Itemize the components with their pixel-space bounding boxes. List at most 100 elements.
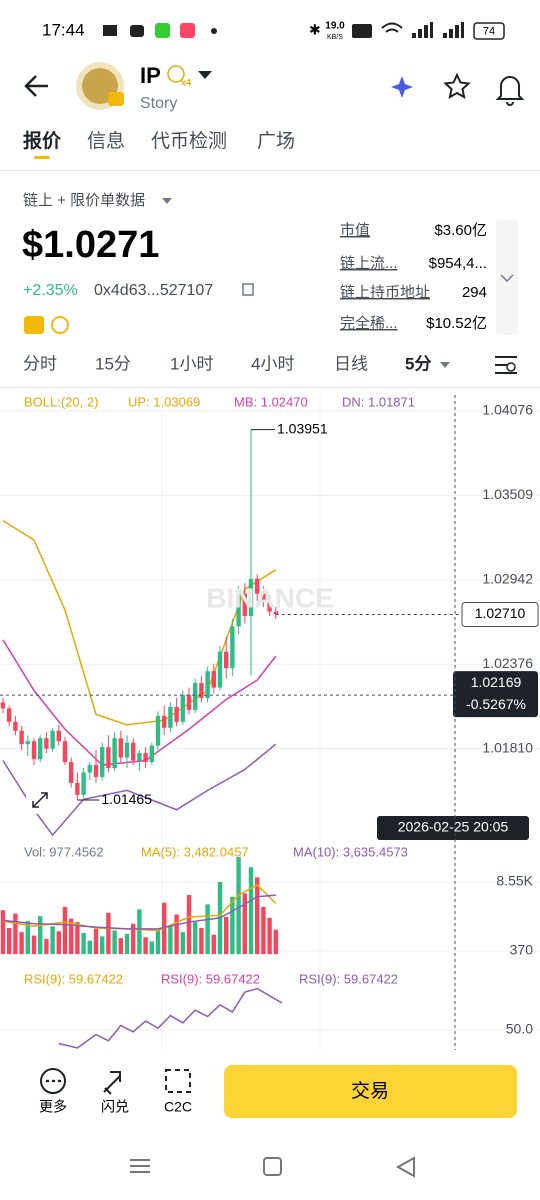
candle-body bbox=[56, 730, 61, 742]
candle-body bbox=[168, 706, 173, 728]
nav-label[interactable]: C2C bbox=[164, 1099, 192, 1115]
ai-button[interactable] bbox=[391, 76, 413, 98]
wifi-icon bbox=[381, 22, 403, 33]
tab[interactable]: 信息 bbox=[87, 130, 125, 152]
candle-body bbox=[106, 747, 111, 769]
interval[interactable]: 4小时 bbox=[251, 354, 294, 373]
candle-body bbox=[124, 742, 130, 758]
back-button[interactable] bbox=[24, 75, 48, 97]
volume-bar bbox=[255, 877, 260, 955]
volume-bar bbox=[224, 917, 229, 955]
dropdown-arrow[interactable] bbox=[198, 71, 212, 79]
dot bbox=[211, 28, 217, 34]
volume-bar bbox=[131, 923, 136, 955]
divider bbox=[0, 387, 540, 388]
candle-body bbox=[19, 730, 24, 745]
candle-body bbox=[81, 772, 86, 795]
stat-value: $10.52亿 bbox=[426, 315, 487, 332]
app-icon bbox=[155, 23, 170, 38]
nav-menu[interactable] bbox=[130, 1159, 150, 1173]
chart-settings-gear[interactable] bbox=[506, 362, 516, 372]
candle-body bbox=[143, 753, 148, 763]
volume-bar bbox=[248, 867, 254, 955]
volume-bar bbox=[199, 927, 204, 955]
candle-body bbox=[93, 765, 99, 777]
favorite-button[interactable] bbox=[443, 72, 471, 99]
nav-back[interactable] bbox=[395, 1156, 415, 1178]
candle-body bbox=[149, 745, 154, 763]
volume-bar bbox=[149, 941, 154, 955]
rsi-line bbox=[58, 987, 283, 1049]
stat-value: $3.60亿 bbox=[434, 222, 487, 239]
price: $1.0271 bbox=[22, 224, 159, 266]
volume-bar bbox=[38, 916, 43, 955]
interval[interactable]: 15分 bbox=[95, 354, 131, 373]
volume-bar bbox=[44, 938, 49, 955]
stats-scroll[interactable] bbox=[496, 220, 518, 335]
more-icon[interactable] bbox=[40, 1068, 66, 1094]
interval[interactable]: 日线 bbox=[334, 354, 368, 373]
volume-bar bbox=[87, 940, 92, 955]
volume-bar bbox=[205, 904, 210, 955]
crosshair-change: -0.5267% bbox=[466, 696, 526, 712]
volume-bar bbox=[186, 895, 192, 955]
candle-body bbox=[211, 671, 216, 688]
source-label[interactable]: 链上 + 限价单数据 bbox=[23, 192, 145, 209]
interval[interactable]: 分时 bbox=[23, 354, 57, 373]
copy-button[interactable] bbox=[242, 283, 254, 296]
candle-body bbox=[155, 715, 161, 746]
crosshair-price: 1.02169 bbox=[471, 674, 522, 690]
tab-indicator bbox=[34, 156, 50, 159]
nav-home[interactable] bbox=[263, 1157, 282, 1176]
dropdown-arrow[interactable] bbox=[440, 362, 450, 368]
volume-bar bbox=[112, 930, 117, 955]
interval[interactable]: 1小时 bbox=[170, 354, 213, 373]
trade-button[interactable] bbox=[224, 1065, 517, 1118]
candle-body bbox=[236, 593, 241, 627]
nav-label[interactable]: 更多 bbox=[39, 1099, 67, 1115]
candle-body bbox=[162, 715, 167, 728]
candle-body bbox=[112, 738, 117, 769]
tab[interactable]: 广场 bbox=[257, 130, 295, 152]
candle-body bbox=[38, 738, 43, 760]
tab[interactable]: 代币检测 bbox=[151, 130, 227, 152]
divider bbox=[0, 170, 540, 171]
candle-body bbox=[7, 708, 12, 722]
nav-label[interactable]: 闪兑 bbox=[101, 1099, 129, 1115]
candle-body bbox=[0, 702, 6, 709]
token-name: Story bbox=[140, 95, 177, 112]
vip-level: x4 bbox=[181, 77, 191, 87]
y-tick-label: 370 bbox=[510, 942, 534, 958]
alert-button[interactable] bbox=[495, 76, 525, 106]
volume-bar bbox=[124, 933, 130, 955]
tab[interactable]: 报价 bbox=[23, 129, 62, 152]
volume-bar bbox=[137, 909, 142, 955]
candle-body bbox=[180, 694, 185, 722]
c2c-icon[interactable] bbox=[165, 1069, 191, 1093]
candle-body bbox=[137, 753, 142, 761]
expand-arrow[interactable] bbox=[500, 274, 514, 283]
interval[interactable]: 5分 bbox=[405, 354, 431, 373]
candle-body bbox=[273, 611, 278, 615]
trade-button-label[interactable]: 交易 bbox=[351, 1080, 389, 1102]
chart-settings[interactable] bbox=[495, 356, 517, 374]
watermark: BINANCE bbox=[206, 582, 334, 613]
low-label: 1.01465 bbox=[101, 791, 152, 807]
dropdown-arrow[interactable] bbox=[162, 198, 172, 204]
volume-bar bbox=[174, 914, 179, 955]
volume-bar bbox=[0, 910, 6, 955]
rsi-label: RSI(9): 59.67422 bbox=[299, 971, 398, 986]
volume-bar bbox=[7, 927, 12, 955]
fullscreen-icon[interactable] bbox=[32, 792, 48, 808]
last-price-label: 1.02710 bbox=[475, 605, 526, 621]
volume-bar bbox=[242, 893, 247, 955]
candle-body bbox=[50, 730, 55, 749]
battery-level: 74 bbox=[483, 25, 495, 37]
volume-bar bbox=[143, 937, 148, 955]
candle-body bbox=[242, 593, 247, 617]
mail-icon bbox=[103, 25, 117, 36]
swap-icon[interactable] bbox=[103, 1071, 121, 1095]
stat-label: 完全稀... bbox=[340, 314, 398, 332]
candle-body bbox=[87, 765, 92, 773]
volume-bar bbox=[62, 906, 68, 955]
